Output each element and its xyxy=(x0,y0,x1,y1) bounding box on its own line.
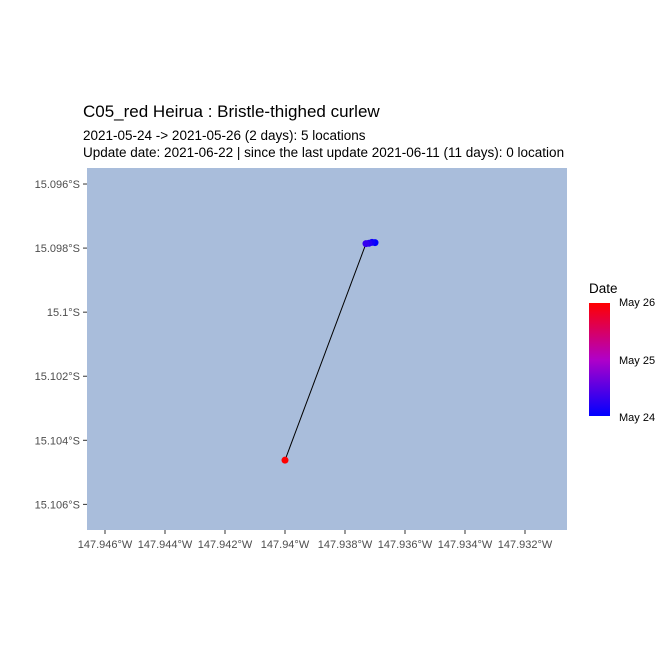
map-subtitle-dates: 2021-05-24 -> 2021-05-26 (2 days): 5 loc… xyxy=(83,128,366,143)
x-tick-label: 147.942°W xyxy=(198,539,253,551)
x-tick-label: 147.934°W xyxy=(438,539,493,551)
track-segment xyxy=(284,243,367,461)
legend-title: Date xyxy=(589,281,618,296)
location-point xyxy=(281,456,289,464)
map-title: C05_red Heirua : Bristle-thighed curlew xyxy=(83,102,380,121)
y-axis: 15.096°S 15.098°S 15.1°S 15.102°S 15.104°S 15… xyxy=(35,179,87,511)
legend-label-middle: May 25 xyxy=(619,355,656,367)
y-tick-label: 15.1°S xyxy=(47,307,80,319)
map-subtitle-update: Update date: 2021-06-22 | since the last… xyxy=(83,145,565,160)
y-tick-label: 15.098°S xyxy=(35,243,80,255)
location-points xyxy=(281,238,379,464)
y-tick-label: 15.104°S xyxy=(35,435,80,447)
x-tick-label: 147.944°W xyxy=(138,539,193,551)
y-tick-label: 15.106°S xyxy=(35,499,80,511)
legend-color-bar xyxy=(589,303,610,416)
x-tick-label: 147.938°W xyxy=(318,539,373,551)
x-axis: 147.946°W 147.944°W 147.942°W 147.94°W 147.9… xyxy=(78,530,553,551)
legend-label-top: May 26 xyxy=(619,297,656,309)
y-tick-label: 15.096°S xyxy=(35,179,80,191)
x-tick-label: 147.932°W xyxy=(498,539,553,551)
legend-label-bottom: May 24 xyxy=(619,412,656,424)
y-tick-label: 15.102°S xyxy=(35,371,80,383)
x-tick-label: 147.94°W xyxy=(261,539,310,551)
x-tick-label: 147.936°W xyxy=(378,539,433,551)
location-point xyxy=(362,240,370,248)
x-tick-label: 147.946°W xyxy=(78,539,133,551)
